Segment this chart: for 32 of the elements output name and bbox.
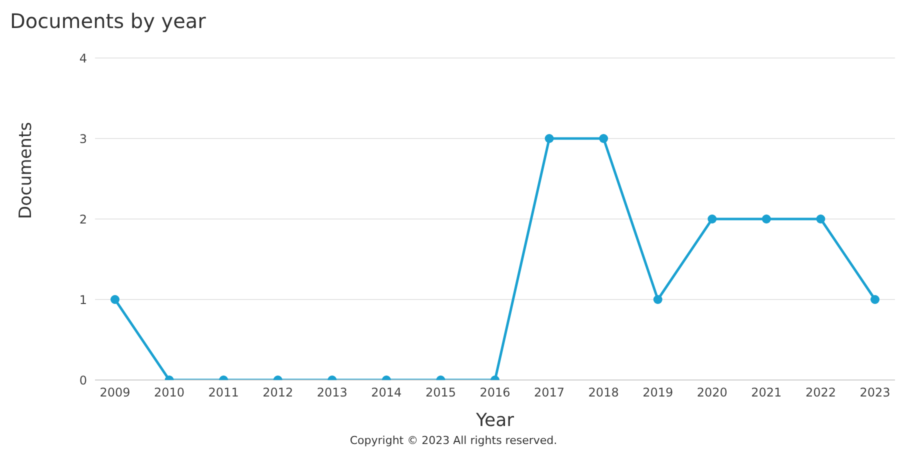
point	[599, 134, 608, 143]
y-tick-label: 3	[79, 132, 87, 146]
point	[762, 214, 771, 224]
point	[544, 134, 554, 143]
x-tick-label: 2018	[588, 386, 619, 400]
point	[708, 214, 717, 224]
y-tick-label: 0	[79, 373, 87, 388]
text: Copyright © 2023 All rights reserved.	[348, 434, 558, 447]
chart-title: Documents by year	[10, 9, 206, 33]
x-tick-label: 2021	[751, 386, 782, 400]
x-tick-label: 2016	[480, 386, 510, 400]
y-axis-title: Documents	[16, 122, 36, 219]
x-tick-label: 2013	[316, 386, 348, 400]
x-tick-label: 2010	[154, 386, 185, 400]
x-tick-label: 2019	[642, 386, 674, 400]
point	[653, 295, 662, 304]
x-tick-label: 2022	[805, 386, 836, 400]
point	[870, 295, 880, 304]
x-axis-title: Year	[474, 410, 515, 431]
x-tick-label: 2012	[262, 386, 294, 400]
y-tick-label: 4	[79, 51, 87, 66]
y-tick-label: 2	[79, 212, 87, 226]
point	[816, 214, 826, 224]
x-tick-label: 2009	[100, 386, 130, 400]
point	[110, 295, 120, 304]
x-tick-label: 2023	[860, 386, 890, 400]
x-tick-label: 2015	[425, 386, 456, 400]
x-tick-label: 2020	[696, 386, 728, 400]
y-tick-label: 1	[79, 292, 87, 307]
x-tick-label: 2017	[534, 386, 565, 400]
x-tick-label: 2011	[208, 386, 239, 400]
x-tick-label: 2014	[371, 386, 402, 400]
